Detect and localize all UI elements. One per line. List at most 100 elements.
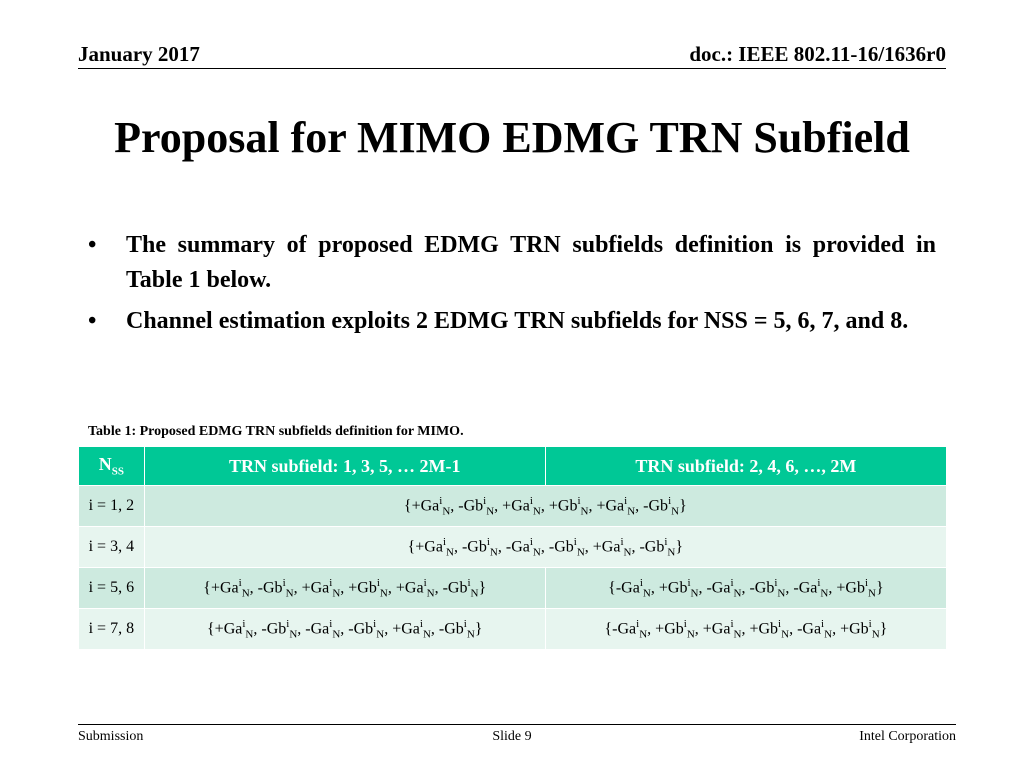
cell-text: i xyxy=(419,617,423,630)
cell-text: , +Gb xyxy=(828,579,865,597)
cell-text: N xyxy=(245,628,254,641)
table-row: i = 3, 4 {+GaiN, -GbiN, -GaiN, -GbiN, +Ga… xyxy=(78,526,948,568)
cell-text: , -Gb xyxy=(450,497,484,515)
cell-text: N xyxy=(686,628,695,641)
cell-text: i xyxy=(423,576,427,589)
table-cell: {+GaiN, -GbiN, +GaiN, +GbiN, +GaiN, -Gbi… xyxy=(143,567,546,609)
header-cell: TRN subfield: 1, 3, 5, … 2M-1 xyxy=(143,446,546,486)
cell-text: N xyxy=(868,587,876,600)
cell-text: , +Gb xyxy=(832,620,869,638)
table-row: i = 1, 2 {+GaiN, -GbiN, +GaiN, +GbiN, +Ga… xyxy=(78,485,948,527)
cell-text: i xyxy=(730,617,734,630)
cell-text: N xyxy=(241,587,250,600)
cell-text: N xyxy=(627,505,636,518)
cell-text: , +Gb xyxy=(650,579,688,597)
cell-text: N xyxy=(820,587,829,600)
cell-text: , +Ga xyxy=(694,620,731,638)
cell-text: i xyxy=(683,617,687,630)
cell-text: N xyxy=(285,587,294,600)
cell-text: , -Gb xyxy=(340,620,374,638)
cell-text: {-Ga xyxy=(604,620,637,638)
cell-text: N xyxy=(470,587,479,600)
cell-text: {+Ga xyxy=(407,538,443,556)
table-row: i = 7, 8 {+GaiN, -GbiN, -GaiN, -GbiN, +Ga… xyxy=(78,608,948,650)
cell-text: i xyxy=(668,494,672,507)
cell-text: N xyxy=(580,505,589,518)
row-label: i = 3, 4 xyxy=(78,526,145,568)
cell-text: N xyxy=(532,505,541,518)
cell-text: i xyxy=(573,535,577,548)
cell-text: i xyxy=(282,576,286,589)
cell-text: , -Gb xyxy=(453,538,487,556)
cell-text: N xyxy=(289,628,298,641)
cell-text: , +Gb xyxy=(741,620,779,638)
cell-text: } xyxy=(478,579,487,597)
cell-text: TRN subfield: 2, 4, 6, …, 2M xyxy=(635,455,857,476)
cell-text: N xyxy=(98,454,112,475)
footer-center: Slide 9 xyxy=(492,729,532,744)
cell-text: } xyxy=(474,620,483,638)
footer-rule xyxy=(78,724,956,725)
cell-text: i xyxy=(242,617,246,630)
cell-text: N xyxy=(623,546,632,559)
cell-text: , +Ga xyxy=(588,497,625,515)
slide-title: Proposal for MIMO EDMG TRN Subfield xyxy=(114,113,910,162)
bullet-list: The summary of proposed EDMG TRN subfiel… xyxy=(88,228,936,345)
cell-text: i xyxy=(639,576,643,589)
cell-text: N xyxy=(422,628,431,641)
cell-text: TRN subfield: 1, 3, 5, … 2M-1 xyxy=(228,455,461,476)
row-label: i = 7, 8 xyxy=(78,608,145,650)
table-cell: {+GaiN, -GbiN, -GaiN, -GbiN, +GaiN, -Gbi… xyxy=(143,608,546,650)
cell-text: N xyxy=(777,587,786,600)
cell-text: i xyxy=(664,535,668,548)
cell-text: i xyxy=(529,535,533,548)
cell-text: N xyxy=(426,587,435,600)
cell-text: , -Gb xyxy=(253,620,287,638)
cell-text: } xyxy=(675,538,684,556)
header-date: January 2017 xyxy=(78,42,200,66)
bullet: Channel estimation exploits 2 EDMG TRN s… xyxy=(88,304,936,339)
cell-text: , -Gb xyxy=(635,497,669,515)
header-doc: doc.: IEEE 802.11-16/1636r0 xyxy=(689,42,946,66)
cell-text: , +Ga xyxy=(293,579,330,597)
cell-text: i xyxy=(529,494,533,507)
cell-text: i xyxy=(439,494,443,507)
footer-right: Intel Corporation xyxy=(859,729,956,744)
cell-text: i xyxy=(463,617,467,630)
header-cell: NSS xyxy=(78,446,145,486)
header-row: NSS TRN subfield: 1, 3, 5, … 2M-1 TRN subf… xyxy=(78,446,948,486)
cell-text: i xyxy=(442,535,446,548)
cell-text: , +Gb xyxy=(647,620,684,638)
cell-text: N xyxy=(486,505,495,518)
cell-text: i xyxy=(868,617,872,630)
cell-text: N xyxy=(466,628,475,641)
cell-text: i xyxy=(821,617,825,630)
table-cell: {-GaiN, +GbiN, +GaiN, +GbiN, -GaiN, +Gbi… xyxy=(544,608,948,650)
cell-text: i xyxy=(730,576,734,589)
cell-text: , -Ga xyxy=(297,620,330,638)
cell-text: {+Ga xyxy=(203,579,239,597)
row-label: i = 5, 6 xyxy=(78,567,145,609)
cell-text: i xyxy=(864,576,868,589)
cell-text: N xyxy=(733,587,742,600)
cell-text: , -Gb xyxy=(741,579,775,597)
cell-text: i xyxy=(286,617,290,630)
cell-text: i xyxy=(329,617,333,630)
cell-text: N xyxy=(442,505,451,518)
cell-text: , +Ga xyxy=(584,538,621,556)
cell-text: i xyxy=(483,494,487,507)
cell-text: i xyxy=(376,576,380,589)
cell-text: , -Gb xyxy=(430,620,464,638)
cell-text: } xyxy=(679,497,687,515)
cell-text: , -Ga xyxy=(497,538,530,556)
table-caption: Table 1: Proposed EDMG TRN subfields def… xyxy=(88,424,464,439)
cell-text: N xyxy=(376,628,385,641)
cell-text: i xyxy=(467,576,471,589)
cell-text: } xyxy=(879,620,888,638)
cell-text: N xyxy=(576,546,585,559)
cell-text: i xyxy=(329,576,333,589)
cell-text: {-Ga xyxy=(608,579,640,597)
cell-text: i xyxy=(620,535,624,548)
cell-text: N xyxy=(642,587,651,600)
cell-text: N xyxy=(332,628,341,641)
